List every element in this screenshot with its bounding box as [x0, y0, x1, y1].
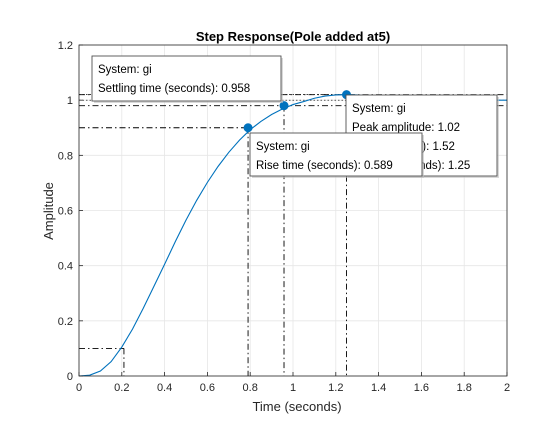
data-tip-text: System: gi — [256, 141, 310, 153]
settling-data-tip: System: gi Settling time (seconds): 0.958 — [91, 55, 283, 103]
data-tip-marker — [279, 101, 289, 111]
x-tick-label: 1.4 — [371, 382, 386, 394]
x-tick-label: 0.8 — [243, 382, 258, 394]
data-tip-text: Settling time (seconds): 0.958 — [98, 83, 250, 95]
x-tick-label: 0.6 — [200, 382, 215, 394]
y-tick-label: 0 — [67, 371, 73, 383]
data-tip-text: Rise time (seconds): 0.589 — [256, 160, 393, 172]
y-tick-label: 0.4 — [58, 261, 73, 273]
y-tick-label: 0.6 — [58, 206, 73, 218]
x-tick-label: 0.2 — [114, 382, 129, 394]
x-tick-label: 0.4 — [157, 382, 172, 394]
y-axis-label: Amplitude — [41, 182, 56, 240]
y-tick-label: 1.2 — [58, 40, 73, 52]
rise-data-tip: System: gi Rise time (seconds): 0.589 — [249, 132, 424, 178]
x-tick-label: 0 — [76, 382, 82, 394]
x-tick-label: 1.2 — [328, 382, 343, 394]
data-tip-marker — [243, 123, 253, 133]
chart-title: Step Response(Pole added at5) — [196, 29, 390, 44]
data-tip-text: System: gi — [352, 103, 406, 115]
data-tip-box — [249, 132, 423, 177]
x-tick-label: 2 — [504, 382, 510, 394]
data-tip-text: System: gi — [98, 64, 152, 76]
data-tip-box — [91, 55, 282, 102]
y-tick-label: 0.8 — [58, 150, 73, 162]
x-tick-label: 1 — [290, 382, 296, 394]
data-tip-text: Peak amplitude: 1.02 — [352, 122, 460, 134]
x-tick-label: 1.6 — [414, 382, 429, 394]
x-tick-label: 1.8 — [457, 382, 472, 394]
axis-ticks: 0 0.2 0.4 0.6 0.8 1 1.2 1.4 1.6 1.8 2 0 0.2 0.4 0.6 0.8… — [58, 40, 510, 394]
y-tick-label: 1 — [67, 95, 73, 107]
x-axis-label: Time (seconds) — [252, 399, 341, 414]
y-tick-label: 0.2 — [58, 316, 73, 328]
